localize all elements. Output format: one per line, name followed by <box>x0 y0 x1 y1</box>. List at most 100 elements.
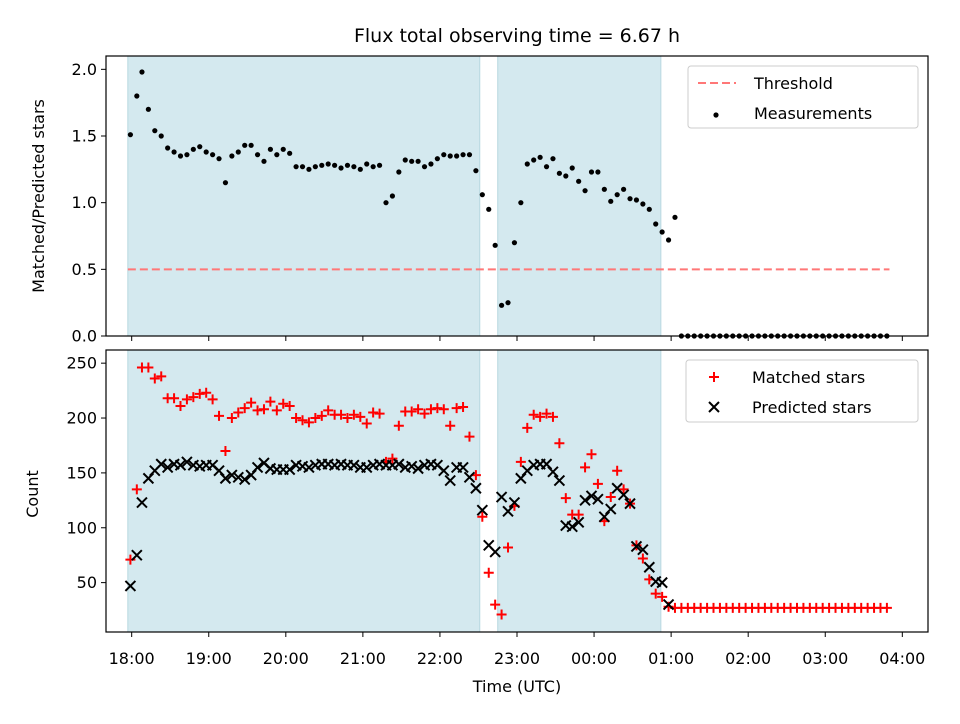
predicted-point <box>348 459 360 471</box>
x-tick-label: 21:00 <box>340 649 386 668</box>
matched-point <box>374 408 385 419</box>
measurement-point <box>621 186 627 192</box>
measurement-point <box>614 192 620 198</box>
matched-point <box>657 591 668 602</box>
predicted-point <box>457 461 469 474</box>
measurement-point <box>364 161 370 167</box>
measurement-point <box>672 214 678 220</box>
measurement-point <box>653 221 659 227</box>
measurement-point <box>531 157 537 163</box>
measurement-point <box>627 196 633 202</box>
matched-point <box>246 397 257 408</box>
top-panel: 0.0 0.5 1.0 1.5 2.0 Threshold Measurements <box>72 55 929 346</box>
legend-matched-swatch <box>709 372 719 382</box>
predicted-point <box>161 461 174 474</box>
predicted-point <box>412 462 424 475</box>
predicted-point <box>361 461 373 474</box>
measurement-point <box>152 128 158 134</box>
measurement-point <box>216 156 222 162</box>
predicted-point <box>553 474 566 487</box>
top-y-tick-label: 1.5 <box>72 127 97 146</box>
predicted-point <box>283 463 296 476</box>
measurement-point <box>518 200 524 206</box>
measurement-point <box>134 93 140 99</box>
measurement-point <box>524 161 530 167</box>
measurement-point <box>177 153 184 159</box>
measurement-point <box>595 169 601 175</box>
x-tick-label: 00:00 <box>571 649 617 668</box>
measurement-point <box>274 152 280 158</box>
predicted-point <box>566 520 578 533</box>
matched-point <box>618 484 629 495</box>
measurement-point <box>171 149 177 155</box>
predicted-point <box>662 598 675 611</box>
legend-measurements-swatch <box>713 112 719 118</box>
x-tick-label: 22:00 <box>417 649 463 668</box>
matched-point <box>406 406 417 417</box>
measurement-point <box>486 206 492 212</box>
predicted-point <box>438 464 450 477</box>
matched-point <box>291 413 302 424</box>
measurement-point <box>402 157 408 163</box>
bottom-panel: 50 100 150 200 250 Matched stars Predicted sta… <box>66 349 929 637</box>
measurement-point <box>563 173 569 179</box>
legend-label: Threshold <box>753 74 833 93</box>
predicted-point <box>251 461 264 474</box>
bottom-y-tick-label: 250 <box>66 354 97 373</box>
matched-point <box>220 445 231 456</box>
predicted-point <box>643 561 655 573</box>
top-y-tick-label: 0.0 <box>72 327 97 346</box>
x-tick-label: 19:00 <box>186 649 232 668</box>
measurement-point <box>460 152 466 158</box>
measurement-point <box>267 146 273 152</box>
measurement-point <box>550 156 556 162</box>
matched-point <box>419 408 430 419</box>
measurement-point <box>325 161 331 167</box>
figure-title: Flux total observing time = 6.67 h <box>354 25 680 47</box>
measurement-point <box>588 169 595 175</box>
predicted-point <box>131 549 143 561</box>
matched-point <box>271 405 282 416</box>
measurement-point <box>665 237 672 243</box>
matched-point <box>458 402 469 413</box>
predicted-point <box>124 580 137 592</box>
measurement-point <box>582 188 588 194</box>
matched-point <box>432 403 443 414</box>
predicted-point <box>617 489 630 501</box>
measurement-point <box>441 152 447 158</box>
measurement-point <box>158 133 164 139</box>
measurement-point <box>473 168 479 174</box>
measurement-point <box>351 164 357 170</box>
observing-window-1 <box>127 349 481 633</box>
top-y-tick-label: 1.0 <box>72 193 97 212</box>
bottom-y-tick-label: 100 <box>66 518 97 537</box>
predicted-point <box>303 461 315 474</box>
matched-point <box>393 420 404 431</box>
predicted-point <box>136 496 148 509</box>
measurement-point <box>376 162 383 168</box>
x-tick-label: 23:00 <box>494 649 540 668</box>
measurement-point <box>332 162 338 168</box>
matched-point <box>265 396 276 407</box>
matched-point <box>284 400 295 411</box>
x-tick-labels: 18:00 19:00 20:00 21:00 22:00 23:00 00:00 01:00… <box>109 649 926 668</box>
bottom-y-tick-label: 50 <box>77 573 97 592</box>
measurement-point <box>543 164 550 170</box>
matched-point <box>297 415 308 426</box>
measurement-point <box>319 162 325 168</box>
predicted-point <box>572 516 585 528</box>
matched-point <box>464 431 475 442</box>
measurement-point <box>466 152 473 158</box>
matched-point <box>233 407 244 418</box>
matched-point <box>175 400 186 411</box>
predicted-point <box>174 459 187 471</box>
predicted-point <box>155 458 167 470</box>
measurement-point <box>389 193 396 199</box>
matched-point <box>586 449 597 460</box>
matched-point <box>451 403 462 414</box>
top-legend-box <box>687 65 919 129</box>
series-predicted-stars <box>124 456 675 611</box>
measurement-point <box>338 165 344 171</box>
measurement-point <box>511 240 518 246</box>
